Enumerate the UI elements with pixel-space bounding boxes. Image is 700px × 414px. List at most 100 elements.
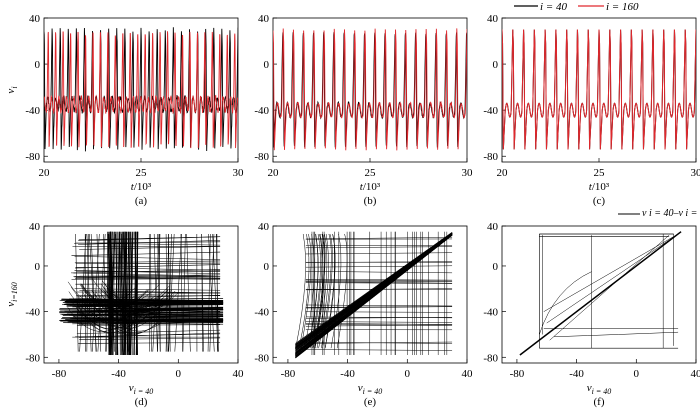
- y-tick-label: -80: [483, 352, 498, 364]
- panel-label: (c): [593, 195, 606, 207]
- trajectory-segment: [109, 231, 111, 356]
- trajectory-segment: [305, 288, 453, 291]
- trajectory-segment: [174, 233, 182, 352]
- trajectory-curve: [81, 291, 150, 317]
- trajectory-segment: [305, 252, 453, 255]
- trajectory-segment: [305, 246, 453, 249]
- trajectory-segment: [67, 319, 224, 323]
- panel-3: -80 -40 0 40 -80 -40 0 40 vi = 40 vi=160 (d): [5, 221, 244, 408]
- trajectory-curve: [539, 271, 592, 335]
- trajectory-segment: [129, 231, 133, 356]
- trajectory-curve: [310, 233, 321, 349]
- trajectory-curve: [312, 233, 324, 349]
- top-legend: i = 40 i = 160: [514, 1, 639, 13]
- panel-label: (e): [364, 396, 377, 408]
- trajectory-segment: [305, 349, 453, 351]
- y-tick-label: -80: [25, 352, 40, 364]
- trajectory-curve: [86, 303, 154, 328]
- trajectory-segment: [76, 329, 221, 334]
- legend-label-i40: i = 40: [540, 1, 567, 13]
- trajectory-curve: [76, 307, 145, 333]
- plot-frame: [501, 225, 697, 364]
- trajectory-segment: [305, 281, 453, 283]
- x-tick-label: 25: [594, 167, 606, 179]
- trajectory-segment: [74, 241, 221, 244]
- trajectory-segment: [165, 233, 168, 352]
- trajectory-curve: [314, 233, 325, 349]
- trajectory-segment: [75, 333, 221, 338]
- y-tick-label: -40: [483, 105, 498, 117]
- trajectory-curve: [101, 280, 170, 305]
- trajectory-segment: [66, 299, 224, 302]
- trajectory-curve: [110, 286, 178, 312]
- x-tick-label: -80: [281, 368, 296, 380]
- x-axis-label: vi = 40: [129, 382, 154, 396]
- trajectory-curve: [107, 285, 176, 310]
- trajectory-segment: [295, 232, 453, 344]
- trajectory-segment: [74, 260, 221, 264]
- trajectory-curve: [307, 233, 319, 349]
- trajectory-segment: [73, 269, 221, 274]
- trajectory-segment: [546, 233, 679, 324]
- plot-area: [273, 28, 467, 151]
- trajectory-segment: [75, 283, 221, 285]
- trajectory-segment: [62, 316, 224, 318]
- trajectory-segment: [165, 233, 169, 352]
- plot-area: [59, 231, 224, 356]
- panel-label: (a): [135, 195, 148, 207]
- trajectory-segment: [69, 298, 224, 301]
- y-tick-label: -40: [25, 307, 40, 319]
- trajectory-segment: [305, 265, 453, 268]
- trajectory-curve: [68, 291, 137, 317]
- trajectory-curve: [300, 233, 312, 349]
- y-tick-label: -80: [483, 151, 498, 163]
- x-axis-label: t/10³: [589, 181, 610, 193]
- trajectory-segment: [117, 231, 120, 356]
- trajectory-segment: [75, 242, 221, 246]
- panels: 20 25 30 -80 -40 0 40 t/10³ vi (a) 20 25 30 -80 -40 0 40…: [5, 13, 700, 408]
- trajectory-curve: [67, 281, 136, 307]
- x-tick-label: 25: [365, 167, 377, 179]
- trajectory-segment: [182, 233, 186, 352]
- plot-frame: [272, 225, 468, 364]
- trajectory-segment: [76, 324, 221, 326]
- x-tick-label: 40: [691, 368, 700, 380]
- trajectory-curve: [67, 307, 135, 332]
- trajectory-segment: [75, 266, 221, 271]
- trajectory-curve: [69, 298, 138, 324]
- x-tick-label: 20: [497, 167, 509, 179]
- trajectory-curve: [298, 233, 310, 349]
- trajectory-segment: [305, 321, 453, 323]
- plot-area: [519, 231, 682, 356]
- trajectory-segment: [78, 342, 221, 344]
- y-tick-label: 40: [258, 221, 270, 233]
- x-tick-label: -40: [111, 368, 126, 380]
- x-axis-label: vi = 40: [358, 382, 383, 396]
- x-tick-label: 40: [233, 368, 245, 380]
- trajectory-curve: [554, 331, 679, 337]
- y-tick-label: 40: [487, 221, 499, 233]
- panel-1: 20 25 30 -80 -40 0 40 t/10³ (b): [254, 13, 473, 207]
- y-tick-label: -40: [254, 105, 269, 117]
- x-tick-label: 25: [136, 167, 148, 179]
- trajectory-segment: [305, 306, 453, 309]
- trajectory-segment: [167, 233, 172, 352]
- y-tick-label: 0: [493, 261, 499, 273]
- y-tick-label: 0: [264, 59, 270, 71]
- trajectory-segment: [76, 292, 221, 297]
- trajectory-curve: [303, 233, 315, 349]
- y-axis-label: vi=160: [5, 282, 19, 307]
- trajectory-curve: [321, 233, 332, 349]
- trajectory-segment: [519, 231, 682, 356]
- trajectory-segment: [295, 234, 453, 357]
- y-tick-label: 40: [29, 13, 41, 25]
- trajectory-segment: [305, 311, 453, 313]
- x-tick-label: -80: [510, 368, 525, 380]
- trajectory-curve: [295, 233, 306, 349]
- trajectory-curve: [100, 292, 168, 318]
- trajectory-segment: [71, 251, 221, 256]
- trajectory-curve: [70, 286, 139, 312]
- y-tick-label: 40: [29, 221, 41, 233]
- trajectory-segment: [305, 261, 453, 263]
- trajectory-segment: [63, 322, 224, 325]
